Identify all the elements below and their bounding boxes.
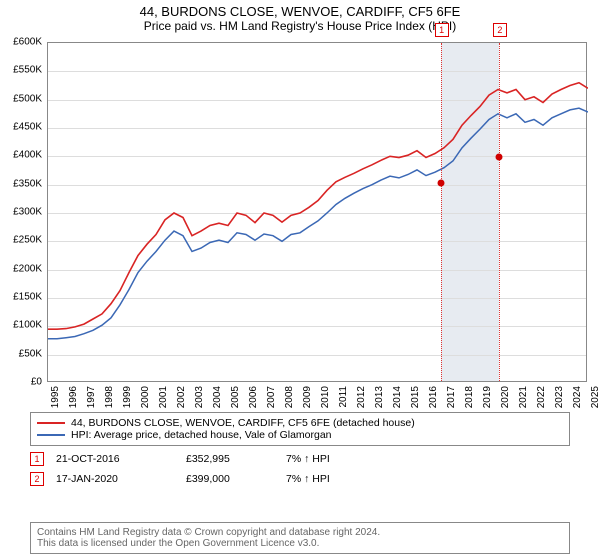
obs-date: 17-JAN-2020 [56, 473, 186, 485]
legend-swatch [37, 434, 65, 436]
x-tick-label: 2022 [536, 386, 547, 408]
x-tick-label: 2000 [140, 386, 151, 408]
event-vline [499, 43, 500, 381]
obs-badge: 2 [30, 472, 44, 486]
obs-date: 21-OCT-2016 [56, 453, 186, 465]
x-tick-label: 2009 [302, 386, 313, 408]
chart-subtitle: Price paid vs. HM Land Registry's House … [0, 19, 600, 33]
x-tick-label: 2021 [518, 386, 529, 408]
observation-row: 1 21-OCT-2016£352,9957% ↑ HPI [30, 452, 570, 466]
legend-swatch [37, 422, 65, 424]
x-tick-label: 2015 [410, 386, 421, 408]
obs-badge: 1 [30, 452, 44, 466]
y-tick-label: £0 [31, 377, 42, 388]
legend-box: 44, BURDONS CLOSE, WENVOE, CARDIFF, CF5 … [30, 412, 570, 446]
x-tick-label: 2002 [176, 386, 187, 408]
footer-line-1: Contains HM Land Registry data © Crown c… [37, 527, 563, 538]
observations-list: 1 21-OCT-2016£352,9957% ↑ HPI 2 17-JAN-2020… [30, 452, 570, 486]
series-line [48, 83, 588, 330]
x-tick-label: 1996 [68, 386, 79, 408]
x-tick-label: 2023 [554, 386, 565, 408]
event-vline [441, 43, 442, 381]
legend-label: 44, BURDONS CLOSE, WENVOE, CARDIFF, CF5 … [71, 417, 415, 429]
x-tick-label: 2024 [572, 386, 583, 408]
event-badge: 1 [435, 23, 449, 37]
x-tick-label: 2008 [284, 386, 295, 408]
legend-row: 44, BURDONS CLOSE, WENVOE, CARDIFF, CF5 … [37, 417, 563, 429]
x-tick-label: 2006 [248, 386, 259, 408]
x-tick-label: 2019 [482, 386, 493, 408]
x-tick-label: 2016 [428, 386, 439, 408]
x-tick-label: 2001 [158, 386, 169, 408]
obs-pct: 7% ↑ HPI [286, 453, 366, 465]
chart-area: 12 £0£50K£100K£150K£200K£250K£300K£350K£… [47, 42, 587, 382]
obs-price: £352,995 [186, 453, 286, 465]
x-tick-label: 2010 [320, 386, 331, 408]
y-tick-label: £150K [13, 292, 42, 303]
event-dot [437, 179, 444, 186]
event-badge: 2 [493, 23, 507, 37]
x-tick-label: 1999 [122, 386, 133, 408]
y-tick-label: £350K [13, 178, 42, 189]
observation-row: 2 17-JAN-2020£399,0007% ↑ HPI [30, 472, 570, 486]
footer: Contains HM Land Registry data © Crown c… [30, 522, 570, 554]
x-tick-label: 2014 [392, 386, 403, 408]
footer-line-2: This data is licensed under the Open Gov… [37, 538, 563, 549]
y-tick-label: £100K [13, 320, 42, 331]
y-tick-label: £600K [13, 37, 42, 48]
x-tick-label: 2020 [500, 386, 511, 408]
y-tick-label: £450K [13, 122, 42, 133]
x-tick-label: 2005 [230, 386, 241, 408]
y-tick-label: £500K [13, 93, 42, 104]
y-tick-label: £300K [13, 207, 42, 218]
x-tick-label: 2025 [590, 386, 600, 408]
x-tick-label: 2011 [338, 386, 349, 408]
x-tick-label: 2017 [446, 386, 457, 408]
y-tick-label: £400K [13, 150, 42, 161]
x-tick-label: 2013 [374, 386, 385, 408]
obs-pct: 7% ↑ HPI [286, 473, 366, 485]
x-tick-label: 1995 [50, 386, 61, 408]
y-tick-label: £550K [13, 65, 42, 76]
series-line [48, 108, 588, 339]
x-tick-label: 1997 [86, 386, 97, 408]
plot-region: 12 [47, 42, 587, 382]
x-tick-label: 2018 [464, 386, 475, 408]
legend-label: HPI: Average price, detached house, Vale… [71, 429, 332, 441]
x-tick-label: 2007 [266, 386, 277, 408]
x-tick-label: 2003 [194, 386, 205, 408]
obs-price: £399,000 [186, 473, 286, 485]
x-tick-label: 1998 [104, 386, 115, 408]
legend-block: 44, BURDONS CLOSE, WENVOE, CARDIFF, CF5 … [30, 412, 570, 486]
x-tick-label: 2004 [212, 386, 223, 408]
y-tick-label: £200K [13, 263, 42, 274]
x-tick-label: 2012 [356, 386, 367, 408]
y-tick-label: £50K [19, 348, 42, 359]
chart-title: 44, BURDONS CLOSE, WENVOE, CARDIFF, CF5 … [0, 0, 600, 19]
line-layer [48, 43, 588, 383]
y-tick-label: £250K [13, 235, 42, 246]
legend-row: HPI: Average price, detached house, Vale… [37, 429, 563, 441]
event-dot [495, 153, 502, 160]
